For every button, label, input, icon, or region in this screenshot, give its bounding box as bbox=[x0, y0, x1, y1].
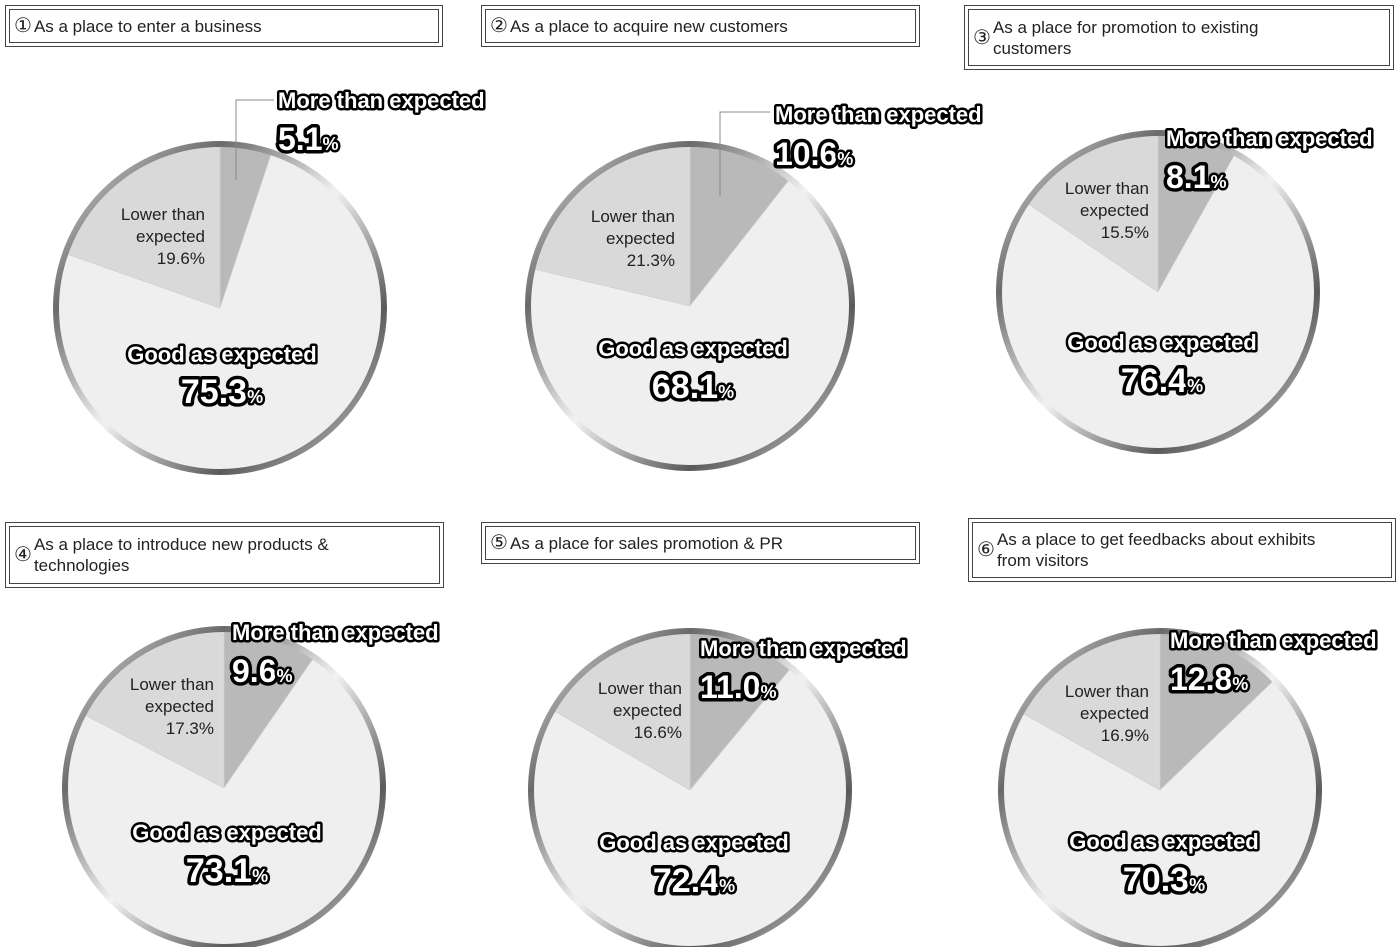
chart-number: ④ bbox=[14, 544, 32, 566]
label-good-as-expected: Good as expected bbox=[127, 342, 317, 367]
label-lower-than-expected: Lower than bbox=[130, 675, 214, 694]
chart-title: As a place to introduce new products & t… bbox=[33, 535, 329, 575]
label-lower-than-expected: expected bbox=[145, 697, 214, 716]
value-good-as-expected-unit: % bbox=[719, 876, 735, 896]
pie-chart: Lower than expected 16.6% More than expecte… bbox=[528, 628, 909, 947]
label-lower-than-expected: expected bbox=[606, 229, 675, 248]
label-good-as-expected: Good as expected bbox=[1069, 829, 1259, 854]
label-lower-than-expected: Lower than bbox=[1065, 179, 1149, 198]
label-more-than-expected: More than expected bbox=[1166, 126, 1373, 151]
chart-number: ③ bbox=[973, 26, 991, 49]
chart-title-box: ① As a place to enter a business bbox=[5, 5, 443, 47]
value-good-as-expected-value: 68.1 bbox=[652, 368, 718, 406]
value-good-as-expected: 76.4% bbox=[1121, 362, 1203, 400]
value-good-as-expected: 72.4% bbox=[653, 862, 735, 900]
label-more-than-expected: More than expected bbox=[700, 636, 907, 661]
label-more-than-expected: More than expected bbox=[278, 88, 485, 113]
value-more-than-expected-value: 8.1 bbox=[1166, 159, 1210, 195]
label-good-as-expected: Good as expected bbox=[599, 830, 789, 855]
value-lower-than-expected: 16.9% bbox=[1101, 726, 1149, 745]
pie-rim bbox=[62, 626, 386, 947]
value-good-as-expected-value: 70.3 bbox=[1123, 861, 1189, 899]
value-more-than-expected: 9.6% bbox=[232, 653, 293, 689]
chart-title-box: ⑥ As a place to get feedbacks about exhib… bbox=[968, 518, 1396, 582]
value-lower-than-expected: 16.6% bbox=[634, 723, 682, 742]
leader-line bbox=[719, 111, 770, 196]
value-more-than-expected-value: 11.0 bbox=[700, 669, 761, 705]
value-good-as-expected-unit: % bbox=[718, 382, 734, 402]
value-lower-than-expected: 21.3% bbox=[627, 251, 675, 270]
chart-title: As a place for promotion to existing cus… bbox=[992, 17, 1259, 58]
label-lower-than-expected: expected bbox=[613, 701, 682, 720]
label-lower-than-expected: expected bbox=[136, 227, 205, 246]
value-good-as-expected-unit: % bbox=[252, 866, 268, 886]
chart-title: As a place for sales promotion & PR bbox=[509, 533, 784, 553]
value-good-as-expected: 70.3% bbox=[1123, 861, 1205, 899]
pie-rim bbox=[996, 130, 1320, 454]
value-more-than-expected-unit: % bbox=[837, 149, 853, 169]
value-good-as-expected: 73.1% bbox=[186, 852, 268, 890]
pie-chart: Lower than expected 16.9% More than expecte… bbox=[998, 626, 1379, 947]
pie-rim bbox=[528, 628, 852, 947]
chart-number: ① bbox=[14, 15, 32, 37]
value-more-than-expected-value: 12.8 bbox=[1170, 661, 1232, 697]
value-more-than-expected-unit: % bbox=[322, 134, 338, 154]
label-more-than-expected: More than expected bbox=[775, 102, 982, 127]
label-good-as-expected: Good as expected bbox=[598, 336, 788, 361]
value-more-than-expected-unit: % bbox=[761, 682, 777, 702]
label-lower-than-expected: Lower than bbox=[121, 205, 205, 224]
value-good-as-expected-unit: % bbox=[247, 387, 263, 407]
pie-rim bbox=[525, 141, 855, 471]
chart-title-box: ⑤ As a place for sales promotion & PR bbox=[481, 522, 920, 564]
label-lower-than-expected: Lower than bbox=[1065, 682, 1149, 701]
chart-title: As a place to enter a business bbox=[33, 16, 262, 36]
value-good-as-expected-value: 75.3 bbox=[181, 373, 247, 411]
pie-rim bbox=[998, 628, 1322, 947]
value-good-as-expected-unit: % bbox=[1189, 875, 1205, 895]
chart-number: ⑤ bbox=[490, 532, 508, 554]
value-more-than-expected-unit: % bbox=[1232, 674, 1248, 694]
value-more-than-expected: 8.1% bbox=[1166, 159, 1227, 195]
chart-title: As a place to acquire new customers bbox=[509, 16, 788, 36]
value-good-as-expected-value: 72.4 bbox=[653, 862, 719, 900]
chart-title-box: ② As a place to acquire new customers bbox=[481, 5, 920, 47]
label-lower-than-expected: expected bbox=[1080, 704, 1149, 723]
value-more-than-expected-unit: % bbox=[1210, 172, 1226, 192]
value-good-as-expected: 75.3% bbox=[181, 373, 263, 411]
value-lower-than-expected: 19.6% bbox=[157, 249, 205, 268]
value-lower-than-expected: 17.3% bbox=[166, 719, 214, 738]
value-good-as-expected-unit: % bbox=[1187, 376, 1203, 396]
chart-title-box: ③ As a place for promotion to existing cu… bbox=[964, 5, 1394, 70]
value-more-than-expected: 10.6% bbox=[775, 136, 853, 172]
leader-line bbox=[235, 99, 274, 180]
chart-title-box: ④ As a place to introduce new products & … bbox=[5, 522, 444, 588]
value-more-than-expected-unit: % bbox=[276, 666, 292, 686]
value-lower-than-expected: 15.5% bbox=[1101, 223, 1149, 242]
pie-chart: Lower than expected 17.3% More than expecte… bbox=[62, 618, 441, 947]
value-more-than-expected: 11.0% bbox=[700, 669, 777, 705]
chart-title: As a place to get feedbacks about exhibi… bbox=[996, 530, 1316, 570]
value-good-as-expected-value: 76.4 bbox=[1121, 362, 1187, 400]
value-more-than-expected: 12.8% bbox=[1170, 661, 1248, 697]
label-good-as-expected: Good as expected bbox=[1067, 330, 1257, 355]
label-more-than-expected: More than expected bbox=[1170, 628, 1377, 653]
value-more-than-expected-value: 5.1 bbox=[278, 121, 322, 157]
label-more-than-expected: More than expected bbox=[232, 620, 439, 645]
label-lower-than-expected: Lower than bbox=[598, 679, 682, 698]
chart-number: ② bbox=[490, 15, 508, 37]
label-good-as-expected: Good as expected bbox=[132, 820, 322, 845]
value-good-as-expected: 68.1% bbox=[652, 368, 734, 406]
label-lower-than-expected: expected bbox=[1080, 201, 1149, 220]
pie-chart: Lower than expected 21.3% More than expecte… bbox=[525, 100, 984, 471]
pie-rim bbox=[53, 141, 387, 475]
value-good-as-expected-value: 73.1 bbox=[186, 852, 252, 890]
value-more-than-expected-value: 9.6 bbox=[232, 653, 276, 689]
chart-number: ⑥ bbox=[977, 539, 995, 561]
value-more-than-expected-value: 10.6 bbox=[775, 136, 837, 172]
pie-chart: Lower than expected 15.5% More than expecte… bbox=[996, 124, 1375, 454]
pie-chart: Lower than expected 19.6% More than expecte… bbox=[53, 86, 487, 475]
value-more-than-expected: 5.1% bbox=[278, 121, 339, 157]
label-lower-than-expected: Lower than bbox=[591, 207, 675, 226]
